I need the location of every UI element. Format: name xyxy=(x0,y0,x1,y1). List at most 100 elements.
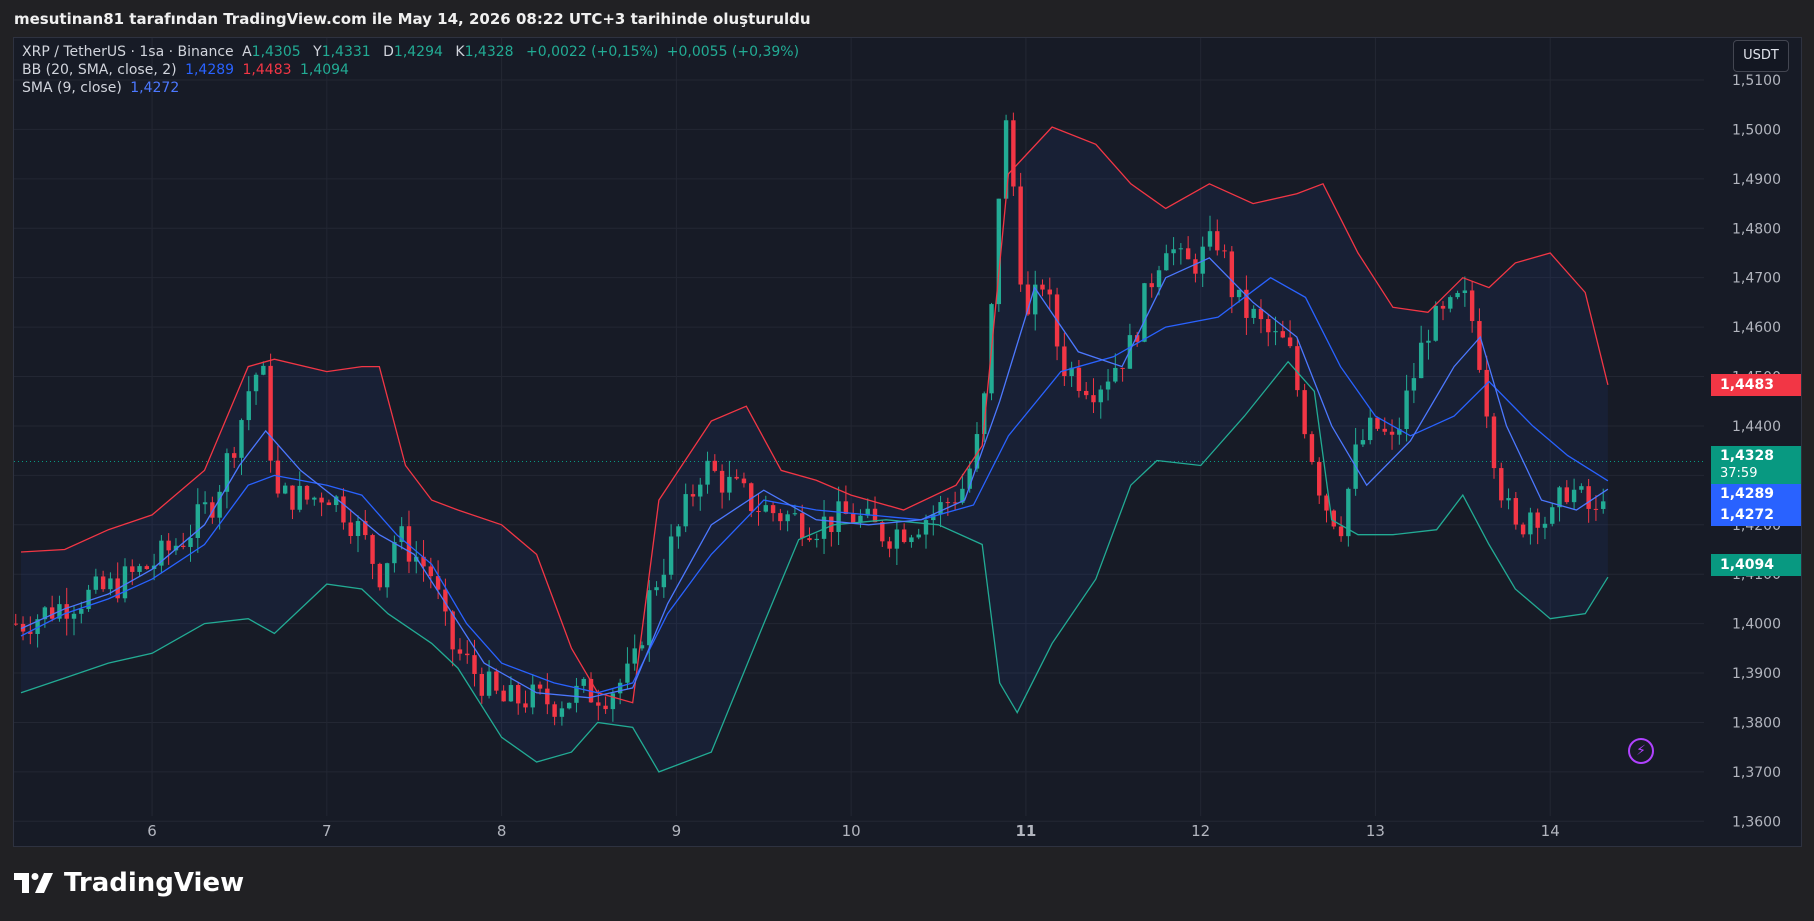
low-label: D xyxy=(383,44,394,60)
bar-countdown: 37:59 xyxy=(1720,466,1758,481)
x-tick-label: 10 xyxy=(842,822,861,840)
candle-down xyxy=(370,535,375,564)
candle-down xyxy=(734,476,739,479)
candle-down xyxy=(450,611,455,650)
candle-down xyxy=(1062,346,1067,377)
candle-down xyxy=(28,631,33,634)
candle-up xyxy=(202,502,208,505)
candle-up xyxy=(676,526,681,537)
candle-up xyxy=(1156,270,1162,288)
candle-up xyxy=(581,678,586,686)
sma-value: 1,4272 xyxy=(130,80,180,96)
candle-down xyxy=(800,513,805,539)
currency-button[interactable]: USDT xyxy=(1733,40,1789,72)
candle-down xyxy=(1011,120,1016,187)
candle-up xyxy=(836,501,841,533)
candle-down xyxy=(843,501,849,514)
candle-up xyxy=(865,508,870,516)
candle-down xyxy=(1593,508,1599,510)
candle-up xyxy=(1367,417,1373,441)
candle-down xyxy=(1302,390,1307,435)
candle-up xyxy=(1178,248,1184,250)
close-label: K xyxy=(455,44,465,60)
tradingview-logo[interactable]: TradingView xyxy=(14,868,244,898)
candle-down xyxy=(741,478,747,484)
candle-down xyxy=(181,545,186,547)
candle-up xyxy=(1418,342,1424,379)
candle-up xyxy=(224,453,230,492)
candle-up xyxy=(1462,290,1468,294)
candle-down xyxy=(1513,498,1519,525)
candle-up xyxy=(217,491,222,518)
candle-down xyxy=(756,511,761,513)
x-tick-label: 8 xyxy=(497,822,507,840)
candle-down xyxy=(807,538,812,541)
change-value-2: +0,0055 (+0,39%) xyxy=(666,44,800,60)
candle-up xyxy=(86,589,91,609)
candle-up xyxy=(195,504,200,538)
candle-down xyxy=(887,541,892,549)
candle-down xyxy=(537,684,543,689)
candle-up xyxy=(814,538,819,541)
candle-up xyxy=(559,708,565,717)
candle-up xyxy=(1528,512,1533,535)
candle-down xyxy=(1389,431,1395,435)
candle-up xyxy=(246,391,251,421)
bb-label: BB (20, SMA, close, 2) xyxy=(22,62,177,78)
bb-lower-line xyxy=(20,360,1609,773)
candle-up xyxy=(1448,297,1453,309)
candle-down xyxy=(472,655,477,674)
close-value: 1,4328 xyxy=(464,44,514,60)
candle-down xyxy=(501,690,506,702)
candle-up xyxy=(1003,120,1009,199)
candle-down xyxy=(1564,487,1570,503)
candle-down xyxy=(1287,337,1293,347)
bb-legend[interactable]: BB (20, SMA, close, 2) 1,4289 1,4483 1,4… xyxy=(22,62,353,78)
y-tick-label: 1,4800 xyxy=(1732,221,1781,237)
candle-down xyxy=(945,502,951,504)
candle-down xyxy=(1229,251,1235,298)
candle-up xyxy=(1142,283,1147,342)
lightning-icon[interactable]: ⚡ xyxy=(1628,738,1654,764)
candle-down xyxy=(1317,462,1322,496)
candle-up xyxy=(42,607,48,620)
candle-up xyxy=(239,420,244,458)
y-tick-label: 1,4700 xyxy=(1732,271,1781,287)
high-label: Y xyxy=(313,44,322,60)
x-tick-label: 11 xyxy=(1015,822,1036,840)
candle-down xyxy=(421,556,426,567)
candle-up xyxy=(188,537,193,547)
candle-up xyxy=(508,685,514,702)
candle-down xyxy=(1535,512,1540,528)
sma-legend[interactable]: SMA (9, close) 1,4272 xyxy=(22,80,183,96)
candle-down xyxy=(406,526,412,562)
high-value: 1,4331 xyxy=(321,44,371,60)
chart-panel[interactable]: 1,36001,37001,38001,39001,40001,41001,42… xyxy=(13,37,1802,847)
bb-upper-price-label: 1,4483 xyxy=(1711,374,1801,396)
price-chart[interactable]: 1,36001,37001,38001,39001,40001,41001,42… xyxy=(14,38,1801,846)
candle-down xyxy=(49,607,55,619)
candle-down xyxy=(552,704,557,717)
candle-up xyxy=(312,497,317,500)
candle-up xyxy=(71,613,77,619)
x-tick-label: 7 xyxy=(322,822,332,840)
candle-up xyxy=(1601,501,1606,509)
candle-up xyxy=(1273,331,1278,333)
candle-up xyxy=(982,393,987,435)
candle-down xyxy=(719,470,725,493)
candle-down xyxy=(1076,367,1082,391)
candle-down xyxy=(363,521,368,536)
candle-up xyxy=(909,537,914,543)
candle-down xyxy=(1091,395,1096,403)
candle-up xyxy=(1346,488,1351,537)
candle-down xyxy=(1185,248,1191,260)
candle-down xyxy=(1193,259,1198,274)
symbol-title[interactable]: XRP / TetherUS · 1sa · Binance xyxy=(22,44,234,60)
candle-down xyxy=(166,540,171,551)
y-tick-label: 1,4900 xyxy=(1732,172,1781,188)
candle-down xyxy=(690,494,696,497)
candle-up xyxy=(639,645,645,649)
candle-down xyxy=(1295,346,1300,391)
candle-down xyxy=(1222,250,1227,252)
candle-up xyxy=(1411,378,1417,391)
